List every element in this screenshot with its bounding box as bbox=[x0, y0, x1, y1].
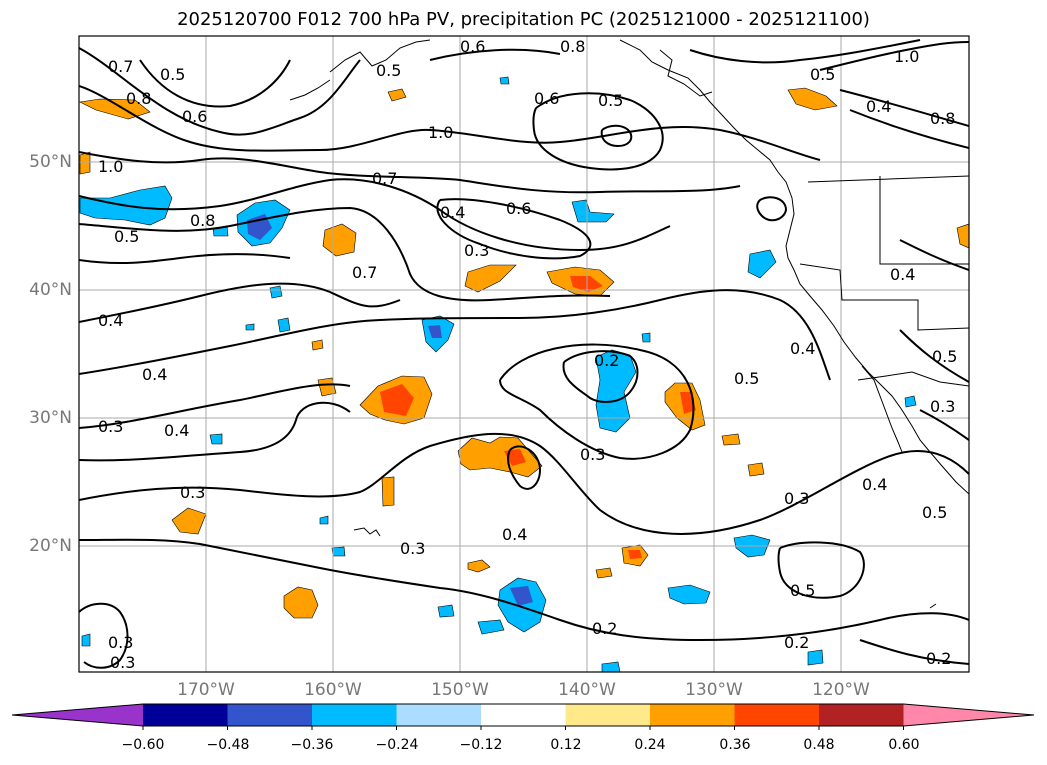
map-title: 2025120700 F012 700 hPa PV, precipitatio… bbox=[177, 9, 870, 30]
contour-label: 1.0 bbox=[894, 47, 919, 66]
contour-label: 0.5 bbox=[932, 347, 957, 366]
contour-label: 0.5 bbox=[810, 65, 835, 84]
contour-label: 0.5 bbox=[790, 581, 815, 600]
lon-label: 130°W bbox=[685, 680, 743, 700]
contour-label: 0.5 bbox=[114, 227, 139, 246]
contour-label: 0.3 bbox=[784, 489, 809, 508]
colorbar-swatch bbox=[312, 704, 398, 726]
contour-label: 0.3 bbox=[98, 417, 123, 436]
contour-label: 0.4 bbox=[142, 365, 167, 384]
contour-labels: 0.7 0.5 0.8 0.6 0.5 0.6 1.0 0.8 1.0 0.5 … bbox=[98, 37, 957, 672]
map-frame bbox=[78, 35, 970, 673]
contour-label: 0.3 bbox=[464, 241, 489, 260]
contour-label: 0.8 bbox=[560, 37, 585, 56]
contour-label: 0.6 bbox=[182, 107, 207, 126]
contour-label: 0.8 bbox=[190, 211, 215, 230]
lon-label: 120°W bbox=[812, 680, 870, 700]
contour-label: 0.4 bbox=[790, 339, 815, 358]
colorbar-swatch bbox=[734, 704, 820, 726]
colorbar-swatch bbox=[565, 704, 651, 726]
contour-label: 0.8 bbox=[930, 109, 955, 128]
colorbar-tick-label: 0.24 bbox=[634, 737, 666, 753]
colorbar-swatch bbox=[396, 704, 482, 726]
colorbar-swatch bbox=[227, 704, 313, 726]
graticule bbox=[79, 36, 969, 672]
coastlines bbox=[289, 39, 969, 609]
contour-label: 0.2 bbox=[784, 633, 809, 652]
colorbar-tick-label: −0.36 bbox=[290, 737, 334, 753]
contour-label: 0.3 bbox=[108, 633, 133, 652]
contour-label: 0.3 bbox=[180, 483, 205, 502]
contour-label: 0.3 bbox=[400, 539, 425, 558]
lat-label: 30°N bbox=[29, 408, 72, 428]
contour-label: 1.0 bbox=[428, 123, 453, 142]
lon-label: 160°W bbox=[304, 680, 362, 700]
colorbar-swatch bbox=[650, 704, 736, 726]
contour-label: 0.2 bbox=[592, 619, 617, 638]
contour-label: 0.5 bbox=[160, 65, 185, 84]
contour-label: 0.4 bbox=[98, 311, 123, 330]
contour-label: 0.4 bbox=[164, 421, 189, 440]
contour-label: 0.3 bbox=[580, 445, 605, 464]
colorbar-tick-label: 0.60 bbox=[888, 737, 920, 753]
contour-label: 0.7 bbox=[108, 57, 133, 76]
lat-label: 50°N bbox=[29, 152, 72, 172]
colorbar-tick-label: 0.36 bbox=[719, 737, 751, 753]
colorbar-tick-label: −0.24 bbox=[375, 737, 419, 753]
contour-label: 0.8 bbox=[126, 89, 151, 108]
lat-label: 20°N bbox=[29, 536, 72, 556]
colorbar-tick-label: −0.48 bbox=[206, 737, 250, 753]
contour-label: 0.4 bbox=[890, 265, 915, 284]
contour-label: 0.4 bbox=[866, 97, 891, 116]
contour-label: 0.7 bbox=[352, 263, 377, 282]
contour-label: 0.2 bbox=[926, 649, 951, 668]
colorbar-tick-label: 0.12 bbox=[550, 737, 582, 753]
contour-label: 0.6 bbox=[534, 89, 559, 108]
contour-label: 0.5 bbox=[922, 503, 947, 522]
contour-label: 0.4 bbox=[502, 525, 527, 544]
contour-label: 0.5 bbox=[598, 91, 623, 110]
colorbar-extend-low bbox=[12, 704, 143, 726]
colorbar bbox=[11, 703, 1035, 730]
colorbar-tick-label: 0.48 bbox=[803, 737, 835, 753]
colorbar-swatch bbox=[819, 704, 905, 726]
contour-label: 0.5 bbox=[376, 61, 401, 80]
pv-contours bbox=[79, 39, 969, 669]
lon-label: 170°W bbox=[177, 680, 235, 700]
colorbar-tick-label: −0.60 bbox=[121, 737, 165, 753]
contour-label: 0.4 bbox=[862, 475, 887, 494]
lon-label: 140°W bbox=[558, 680, 616, 700]
contour-label: 0.2 bbox=[594, 351, 619, 370]
colorbar-swatch bbox=[481, 704, 567, 726]
lon-label: 150°W bbox=[431, 680, 489, 700]
colorbar-tick-label: −0.12 bbox=[459, 737, 503, 753]
contour-label: 0.6 bbox=[460, 37, 485, 56]
contour-label: 0.3 bbox=[110, 653, 135, 672]
lat-label: 40°N bbox=[29, 280, 72, 300]
colorbar-swatch bbox=[143, 704, 229, 726]
contour-label: 0.6 bbox=[506, 199, 531, 218]
contour-label: 1.0 bbox=[98, 157, 123, 176]
contour-label: 0.3 bbox=[930, 397, 955, 416]
contour-label: 0.7 bbox=[372, 169, 397, 188]
colorbar-extend-high bbox=[903, 704, 1034, 726]
contour-label: 0.5 bbox=[734, 369, 759, 388]
contour-label: 0.4 bbox=[440, 203, 465, 222]
